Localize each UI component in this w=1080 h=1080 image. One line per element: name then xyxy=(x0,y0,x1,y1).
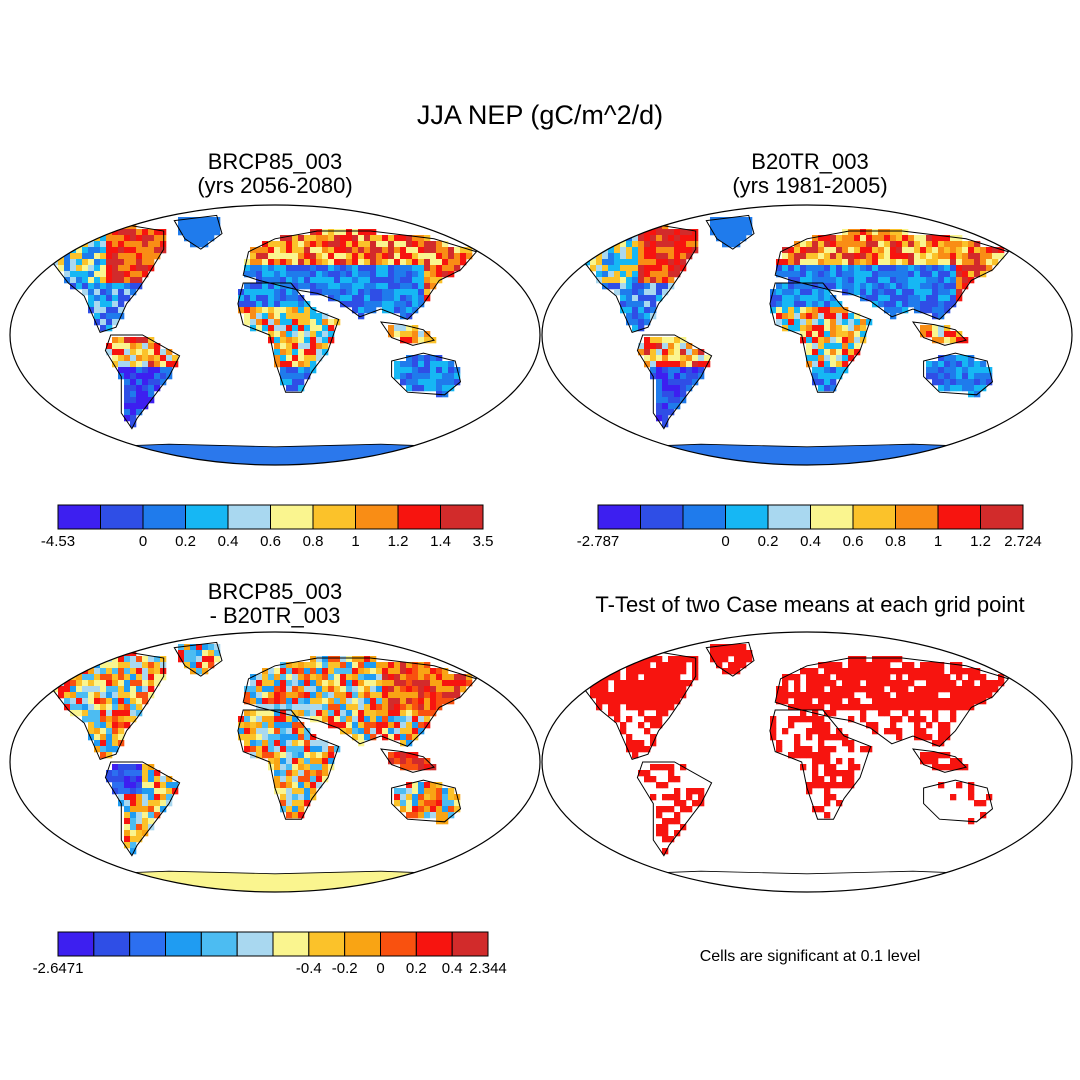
colorbar-swatch xyxy=(440,504,484,530)
colorbar-label: 0 xyxy=(138,533,148,550)
colorbar-label: 0.8 xyxy=(302,533,324,550)
colorbar-label: 0.2 xyxy=(757,533,779,550)
colorbar-label: -0.2 xyxy=(331,960,358,977)
colorbar-label: 1.2 xyxy=(970,533,991,550)
colorbar-label: 1.2 xyxy=(387,533,409,550)
colorbar-swatch xyxy=(312,504,356,530)
panel2-name: B20TR_003 xyxy=(751,149,869,174)
map3-frame xyxy=(9,631,541,893)
colorbar-label: 1.4 xyxy=(430,533,451,550)
colorbar-swatch xyxy=(767,504,811,530)
panel1-title: BRCP85_003 (yrs 2056-2080) xyxy=(125,150,425,198)
colorbar-label: -0.4 xyxy=(295,960,322,977)
colorbar-label: 0 xyxy=(721,533,730,550)
map-panel-difference xyxy=(51,641,478,892)
panel2-title: B20TR_003 (yrs 1981-2005) xyxy=(660,150,960,198)
colorbar-label: -2.6471 xyxy=(32,960,84,977)
map-panel-ttest xyxy=(583,641,1010,892)
colorbar-swatch xyxy=(272,931,310,957)
colorbar-swatch xyxy=(93,931,131,957)
colorbar-swatch xyxy=(57,504,101,530)
colorbar-label: 2.344 xyxy=(469,960,507,977)
colorbar-swatch xyxy=(227,504,271,530)
colorbar-label: 2.724 xyxy=(1004,533,1042,550)
colorbar-swatch xyxy=(597,504,641,530)
colorbar-label: 0.6 xyxy=(842,533,864,550)
map-panel-brcp85 xyxy=(51,214,478,465)
colorbar-swatch xyxy=(852,504,896,530)
colorbar-swatch xyxy=(810,504,854,530)
colorbar-label: -2.787 xyxy=(576,533,620,550)
colorbar-label: 1 xyxy=(351,533,360,550)
colorbar-swatch xyxy=(451,931,489,957)
colorbar-swatch xyxy=(380,931,417,957)
colorbar-swatch xyxy=(100,504,144,530)
colorbar-swatch xyxy=(895,504,939,530)
map-panel-b20tr xyxy=(583,214,1010,465)
map4-frame xyxy=(541,631,1073,893)
colorbar-label: 0.6 xyxy=(260,533,281,550)
colorbar-swatch xyxy=(640,504,684,530)
colorbar-swatch xyxy=(725,504,769,530)
colorbar-label: 0.2 xyxy=(175,533,196,550)
colorbar-swatch xyxy=(937,504,981,530)
colorbar-label: 0.4 xyxy=(800,533,821,550)
map2-frame xyxy=(541,204,1073,466)
colorbar-swatch xyxy=(142,504,186,530)
panel3-name: BRCP85_003 xyxy=(207,579,343,604)
colorbar-panel3 xyxy=(57,931,489,957)
colorbar-swatch xyxy=(236,931,274,957)
colorbar-label: 0.4 xyxy=(217,533,239,550)
panel2-subtitle: (yrs 1981-2005) xyxy=(732,173,888,198)
colorbar-swatch xyxy=(980,504,1024,530)
colorbar-label: 0.2 xyxy=(405,960,427,977)
colorbar-label: 0.8 xyxy=(885,533,906,550)
significance-note: Cells are significant at 0.1 level xyxy=(699,948,921,965)
colorbar-swatch xyxy=(344,931,381,957)
colorbar-swatch xyxy=(270,504,314,530)
colorbar-swatch xyxy=(682,504,726,530)
colorbar-swatch xyxy=(129,931,167,957)
colorbar-swatch xyxy=(415,931,453,957)
colorbar-panel2 xyxy=(597,504,1024,530)
colorbar-swatch xyxy=(308,931,346,957)
colorbar-swatch xyxy=(165,931,202,957)
map1-frame xyxy=(9,204,541,466)
colorbar-swatch xyxy=(185,504,229,530)
panel1-name: BRCP85_003 xyxy=(207,149,343,174)
ttest-title: T-Test of two Case means at each grid po… xyxy=(595,592,1025,617)
colorbar-swatch xyxy=(200,931,238,957)
colorbar-label: 0 xyxy=(376,960,385,977)
panel3-subtitle: - B20TR_003 xyxy=(209,603,341,628)
colorbar-label: -4.53 xyxy=(40,533,76,550)
panel1-subtitle: (yrs 2056-2080) xyxy=(197,173,353,198)
colorbar-swatch xyxy=(57,931,95,957)
colorbar-swatch xyxy=(355,504,399,530)
colorbar-label: 1 xyxy=(933,533,943,550)
colorbar-label: 0.4 xyxy=(441,960,463,977)
colorbar-swatch xyxy=(397,504,441,530)
main-title: JJA NEP (gC/m^2/d) xyxy=(416,100,664,130)
colorbar-panel1 xyxy=(57,504,484,530)
colorbar-label: 3.5 xyxy=(472,533,494,550)
panel3-title: BRCP85_003 - B20TR_003 xyxy=(125,580,425,628)
